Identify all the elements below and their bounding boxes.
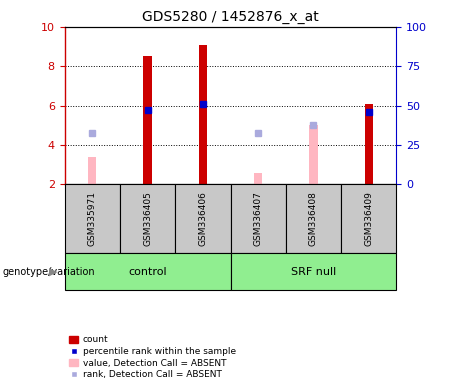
Bar <box>309 125 318 184</box>
Bar <box>365 104 373 184</box>
Bar <box>254 172 262 184</box>
Text: GSM336409: GSM336409 <box>364 192 373 246</box>
Bar <box>175 184 230 253</box>
Bar <box>341 184 396 253</box>
Bar <box>286 184 341 253</box>
Text: GSM336407: GSM336407 <box>254 192 263 246</box>
Text: GSM336405: GSM336405 <box>143 192 152 246</box>
Bar <box>65 184 120 253</box>
Bar <box>120 184 175 253</box>
Text: GSM335971: GSM335971 <box>88 191 97 247</box>
Bar <box>199 45 207 184</box>
Text: ▶: ▶ <box>49 266 57 277</box>
Bar <box>230 253 396 290</box>
Bar <box>88 157 96 184</box>
Bar <box>230 184 286 253</box>
Title: GDS5280 / 1452876_x_at: GDS5280 / 1452876_x_at <box>142 10 319 25</box>
Text: SRF null: SRF null <box>291 266 336 277</box>
Bar <box>65 253 230 290</box>
Text: genotype/variation: genotype/variation <box>2 266 95 277</box>
Legend: count, percentile rank within the sample, value, Detection Call = ABSENT, rank, : count, percentile rank within the sample… <box>69 335 236 379</box>
Text: GSM336406: GSM336406 <box>198 192 207 246</box>
Bar <box>143 56 152 184</box>
Text: GSM336408: GSM336408 <box>309 192 318 246</box>
Text: control: control <box>128 266 167 277</box>
